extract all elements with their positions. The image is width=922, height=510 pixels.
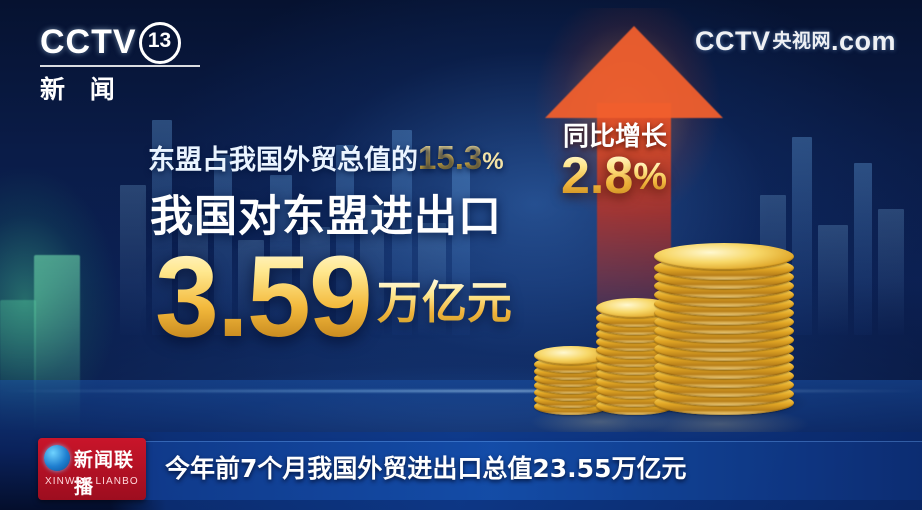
growth-percent-sign: %	[633, 156, 668, 198]
share-of-trade-label: 东盟占我国外贸总值的	[148, 145, 418, 176]
program-badge: 新闻联播 XINWEN LIANBO	[38, 438, 146, 500]
watermark-cctv-text: CCTV	[694, 26, 771, 56]
banner-background	[140, 441, 922, 500]
floor-highlight-line	[0, 390, 922, 392]
headline-subject: 我国对东盟进出口	[150, 192, 502, 242]
cctv-wordmark: CCTV	[40, 23, 137, 61]
growth-value-block: 2.8%	[561, 146, 667, 206]
coin-stacks-illustration	[520, 225, 820, 441]
logo-divider	[40, 65, 200, 67]
big-number-unit: 万亿元	[376, 276, 512, 329]
watermark-cn-text: 央视网	[772, 30, 831, 52]
banner-ticker-text: 今年前7个月我国外贸进出口总值23.55万亿元	[165, 454, 687, 483]
cctv-com-watermark: CCTV 央视网.com	[695, 26, 896, 57]
program-name-cn: 新闻联播	[74, 449, 135, 498]
cctv13-channel-logo: CCTV 13 新 闻	[40, 22, 230, 104]
background-city-bars	[120, 120, 904, 335]
channel-number: 13	[138, 22, 181, 64]
share-of-trade-value: 15.3	[418, 139, 483, 176]
channel-name: 新 闻	[40, 75, 123, 104]
lower-third-banner: 新闻联播 XINWEN LIANBO 今年前7个月我国外贸进出口总值23.55万…	[0, 432, 922, 510]
share-of-trade-line: 东盟占我国外贸总值的15.3%	[148, 138, 504, 177]
growth-value: 2.8	[561, 147, 634, 205]
share-of-trade-percent-sign: %	[482, 148, 504, 175]
watermark-domain-text: .com	[830, 26, 896, 56]
big-number-value: 3.59	[155, 233, 373, 361]
program-name-en: XINWEN LIANBO	[45, 476, 139, 487]
globe-icon	[44, 445, 70, 471]
growth-arrow-icon	[515, 8, 765, 348]
headline-big-number: 3.59 万亿元	[155, 240, 512, 355]
growth-label: 同比增长	[563, 122, 668, 152]
